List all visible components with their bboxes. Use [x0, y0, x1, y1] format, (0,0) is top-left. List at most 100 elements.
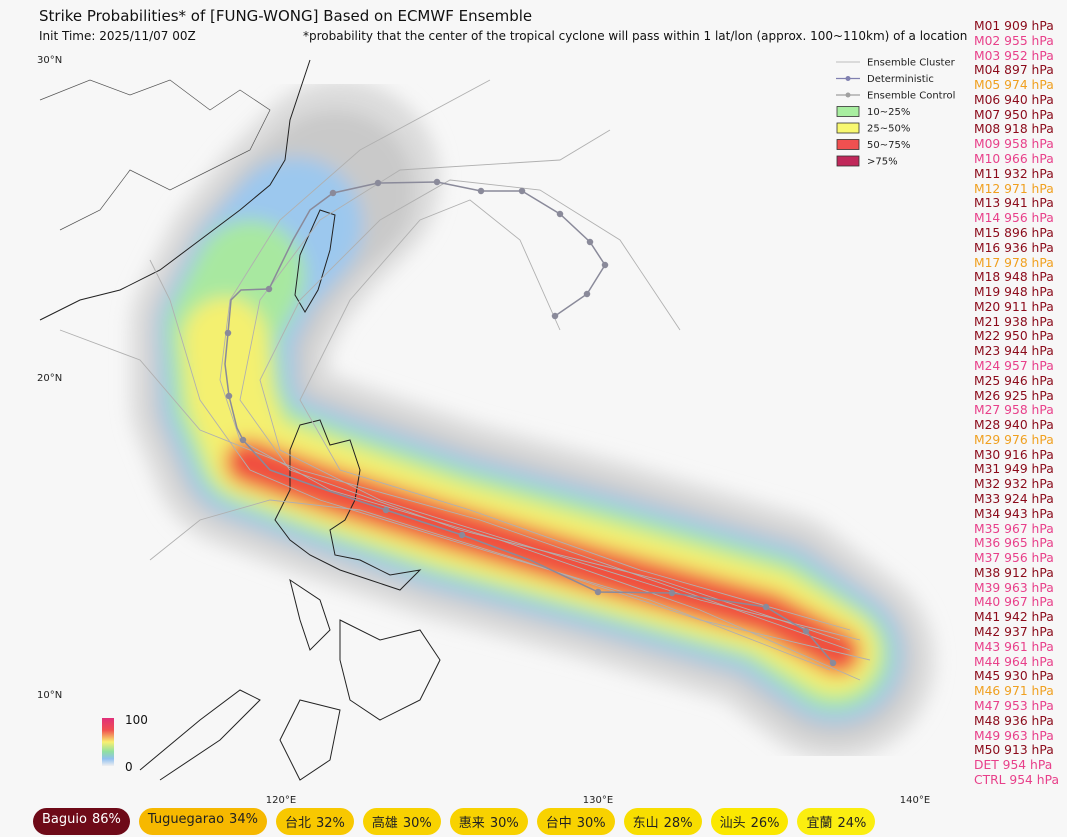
- location-name: 台北: [284, 816, 311, 831]
- lon-label: 140°E: [900, 795, 930, 806]
- location-badge: Baguio 86%: [33, 808, 130, 835]
- member-entry: M36 965 hPa: [974, 536, 1054, 551]
- colorbar: [102, 718, 114, 766]
- member-entry: M34 943 hPa: [974, 506, 1054, 521]
- member-entry: M17 978 hPa: [974, 255, 1054, 270]
- location-prob: 30%: [402, 816, 432, 831]
- colorbar-min: 0: [125, 760, 133, 774]
- member-entry: M02 955 hPa: [974, 33, 1054, 48]
- legend-box: [836, 155, 860, 167]
- location-badge: 宜蘭 24%: [797, 808, 876, 835]
- member-entry: M37 956 hPa: [974, 551, 1054, 566]
- location-prob: 34%: [229, 812, 258, 827]
- member-entry: M49 963 hPa: [974, 728, 1054, 743]
- member-entry: M16 936 hPa: [974, 240, 1054, 255]
- member-entry: M45 930 hPa: [974, 669, 1054, 684]
- location-prob: 86%: [91, 812, 121, 827]
- member-entry: M10 966 hPa: [974, 152, 1054, 167]
- member-entry: M32 932 hPa: [974, 477, 1054, 492]
- location-badge: 台中 30%: [536, 808, 615, 835]
- coastline: [39, 59, 441, 781]
- legend-label: 50~75%: [867, 140, 910, 151]
- location-prob: 28%: [663, 816, 693, 831]
- member-entry: M46 971 hPa: [974, 684, 1054, 699]
- lat-label: 20°N: [37, 373, 62, 384]
- location-badge: Tuguegarao 34%: [138, 808, 267, 835]
- location-prob: 24%: [837, 816, 867, 831]
- member-entry: M09 958 hPa: [974, 137, 1054, 152]
- location-name: 高雄: [371, 816, 398, 831]
- colorbar-max: 100: [125, 713, 148, 727]
- legend-marker: [845, 92, 851, 98]
- member-entry: M08 918 hPa: [974, 122, 1054, 137]
- member-entry: M48 936 hPa: [974, 713, 1054, 728]
- member-entry: M38 912 hPa: [974, 565, 1054, 580]
- location-prob: 30%: [576, 816, 606, 831]
- legend-label: Ensemble Cluster: [867, 58, 956, 69]
- member-entry: M14 956 hPa: [974, 211, 1054, 226]
- member-entry: M13 941 hPa: [974, 196, 1054, 211]
- member-entry: M47 953 hPa: [974, 698, 1054, 713]
- legend-label: 10~25%: [867, 107, 910, 118]
- member-entry: M25 946 hPa: [974, 373, 1054, 388]
- lat-label: 10°N: [37, 690, 62, 701]
- legend-marker: [845, 76, 851, 81]
- legend-label: Ensemble Control: [867, 91, 955, 102]
- location-name: 汕头: [719, 816, 746, 831]
- deterministic-track: [224, 178, 837, 667]
- member-entry: M40 967 hPa: [974, 595, 1054, 610]
- lon-label: 130°E: [583, 795, 613, 806]
- member-entry: DET 954 hPa: [974, 758, 1053, 773]
- location-name: 惠来: [458, 816, 485, 831]
- location-name: 宜蘭: [806, 816, 833, 831]
- member-entry: M04 897 hPa: [974, 63, 1054, 78]
- member-entry: M21 938 hPa: [974, 314, 1054, 329]
- member-entry: M41 942 hPa: [974, 610, 1054, 625]
- member-entry: M03 952 hPa: [974, 48, 1054, 63]
- legend-label: >75%: [867, 157, 898, 168]
- member-entry: M29 976 hPa: [974, 432, 1054, 447]
- member-entry: M30 916 hPa: [974, 447, 1054, 462]
- member-entry: M12 971 hPa: [974, 181, 1054, 196]
- legend-label: Deterministic: [867, 74, 934, 85]
- member-entry: M35 967 hPa: [974, 521, 1054, 536]
- member-entry: M19 948 hPa: [974, 285, 1054, 300]
- member-entry: M26 925 hPa: [974, 388, 1054, 403]
- swath: [130, 80, 935, 760]
- init-time: Init Time: 2025/11/07 00Z: [39, 29, 196, 43]
- member-list: M01 909 hPa M02 955 hPa M03 952 hPa M04 897…: [974, 19, 1059, 788]
- member-entry: M06 940 hPa: [974, 92, 1054, 107]
- member-entry: M24 957 hPa: [974, 358, 1054, 373]
- legend-box: [836, 122, 860, 134]
- member-entry: M50 913 hPa: [974, 743, 1054, 758]
- member-entry: M28 940 hPa: [974, 418, 1054, 433]
- location-badges: Baguio 86% Tuguegarao 34% 台北 32% 高雄 30% 惠来 30% 台中 3…: [33, 808, 876, 835]
- member-entry: M33 924 hPa: [974, 492, 1054, 506]
- member-entry: M18 948 hPa: [974, 270, 1054, 285]
- ensemble-tracks: [59, 79, 871, 681]
- legend-box: [836, 139, 860, 150]
- location-name: Tuguegarao: [147, 812, 225, 827]
- member-entry: M44 964 hPa: [974, 654, 1054, 669]
- location-badge: 汕头 26%: [710, 808, 789, 835]
- lon-label: 120°E: [266, 795, 296, 806]
- location-badge: 台北 32%: [275, 808, 354, 835]
- member-entry: CTRL 954 hPa: [974, 772, 1059, 787]
- member-entry: M31 949 hPa: [974, 462, 1054, 477]
- member-entry: M39 963 hPa: [974, 580, 1054, 595]
- lat-label: 30°N: [37, 55, 62, 66]
- location-name: Baguio: [42, 812, 87, 827]
- title: Strike Probabilities* of [FUNG-WONG] Bas…: [39, 7, 532, 25]
- member-entry: M22 950 hPa: [974, 329, 1054, 344]
- member-entry: M43 961 hPa: [974, 639, 1054, 654]
- location-prob: 30%: [489, 816, 519, 831]
- member-entry: M42 937 hPa: [974, 625, 1054, 640]
- location-name: 台中: [545, 816, 572, 831]
- member-entry: M20 911 hPa: [974, 299, 1054, 314]
- member-entry: M27 958 hPa: [974, 403, 1054, 418]
- location-name: 东山: [632, 816, 659, 831]
- location-prob: 26%: [750, 816, 780, 831]
- location-badge: 惠来 30%: [449, 808, 528, 835]
